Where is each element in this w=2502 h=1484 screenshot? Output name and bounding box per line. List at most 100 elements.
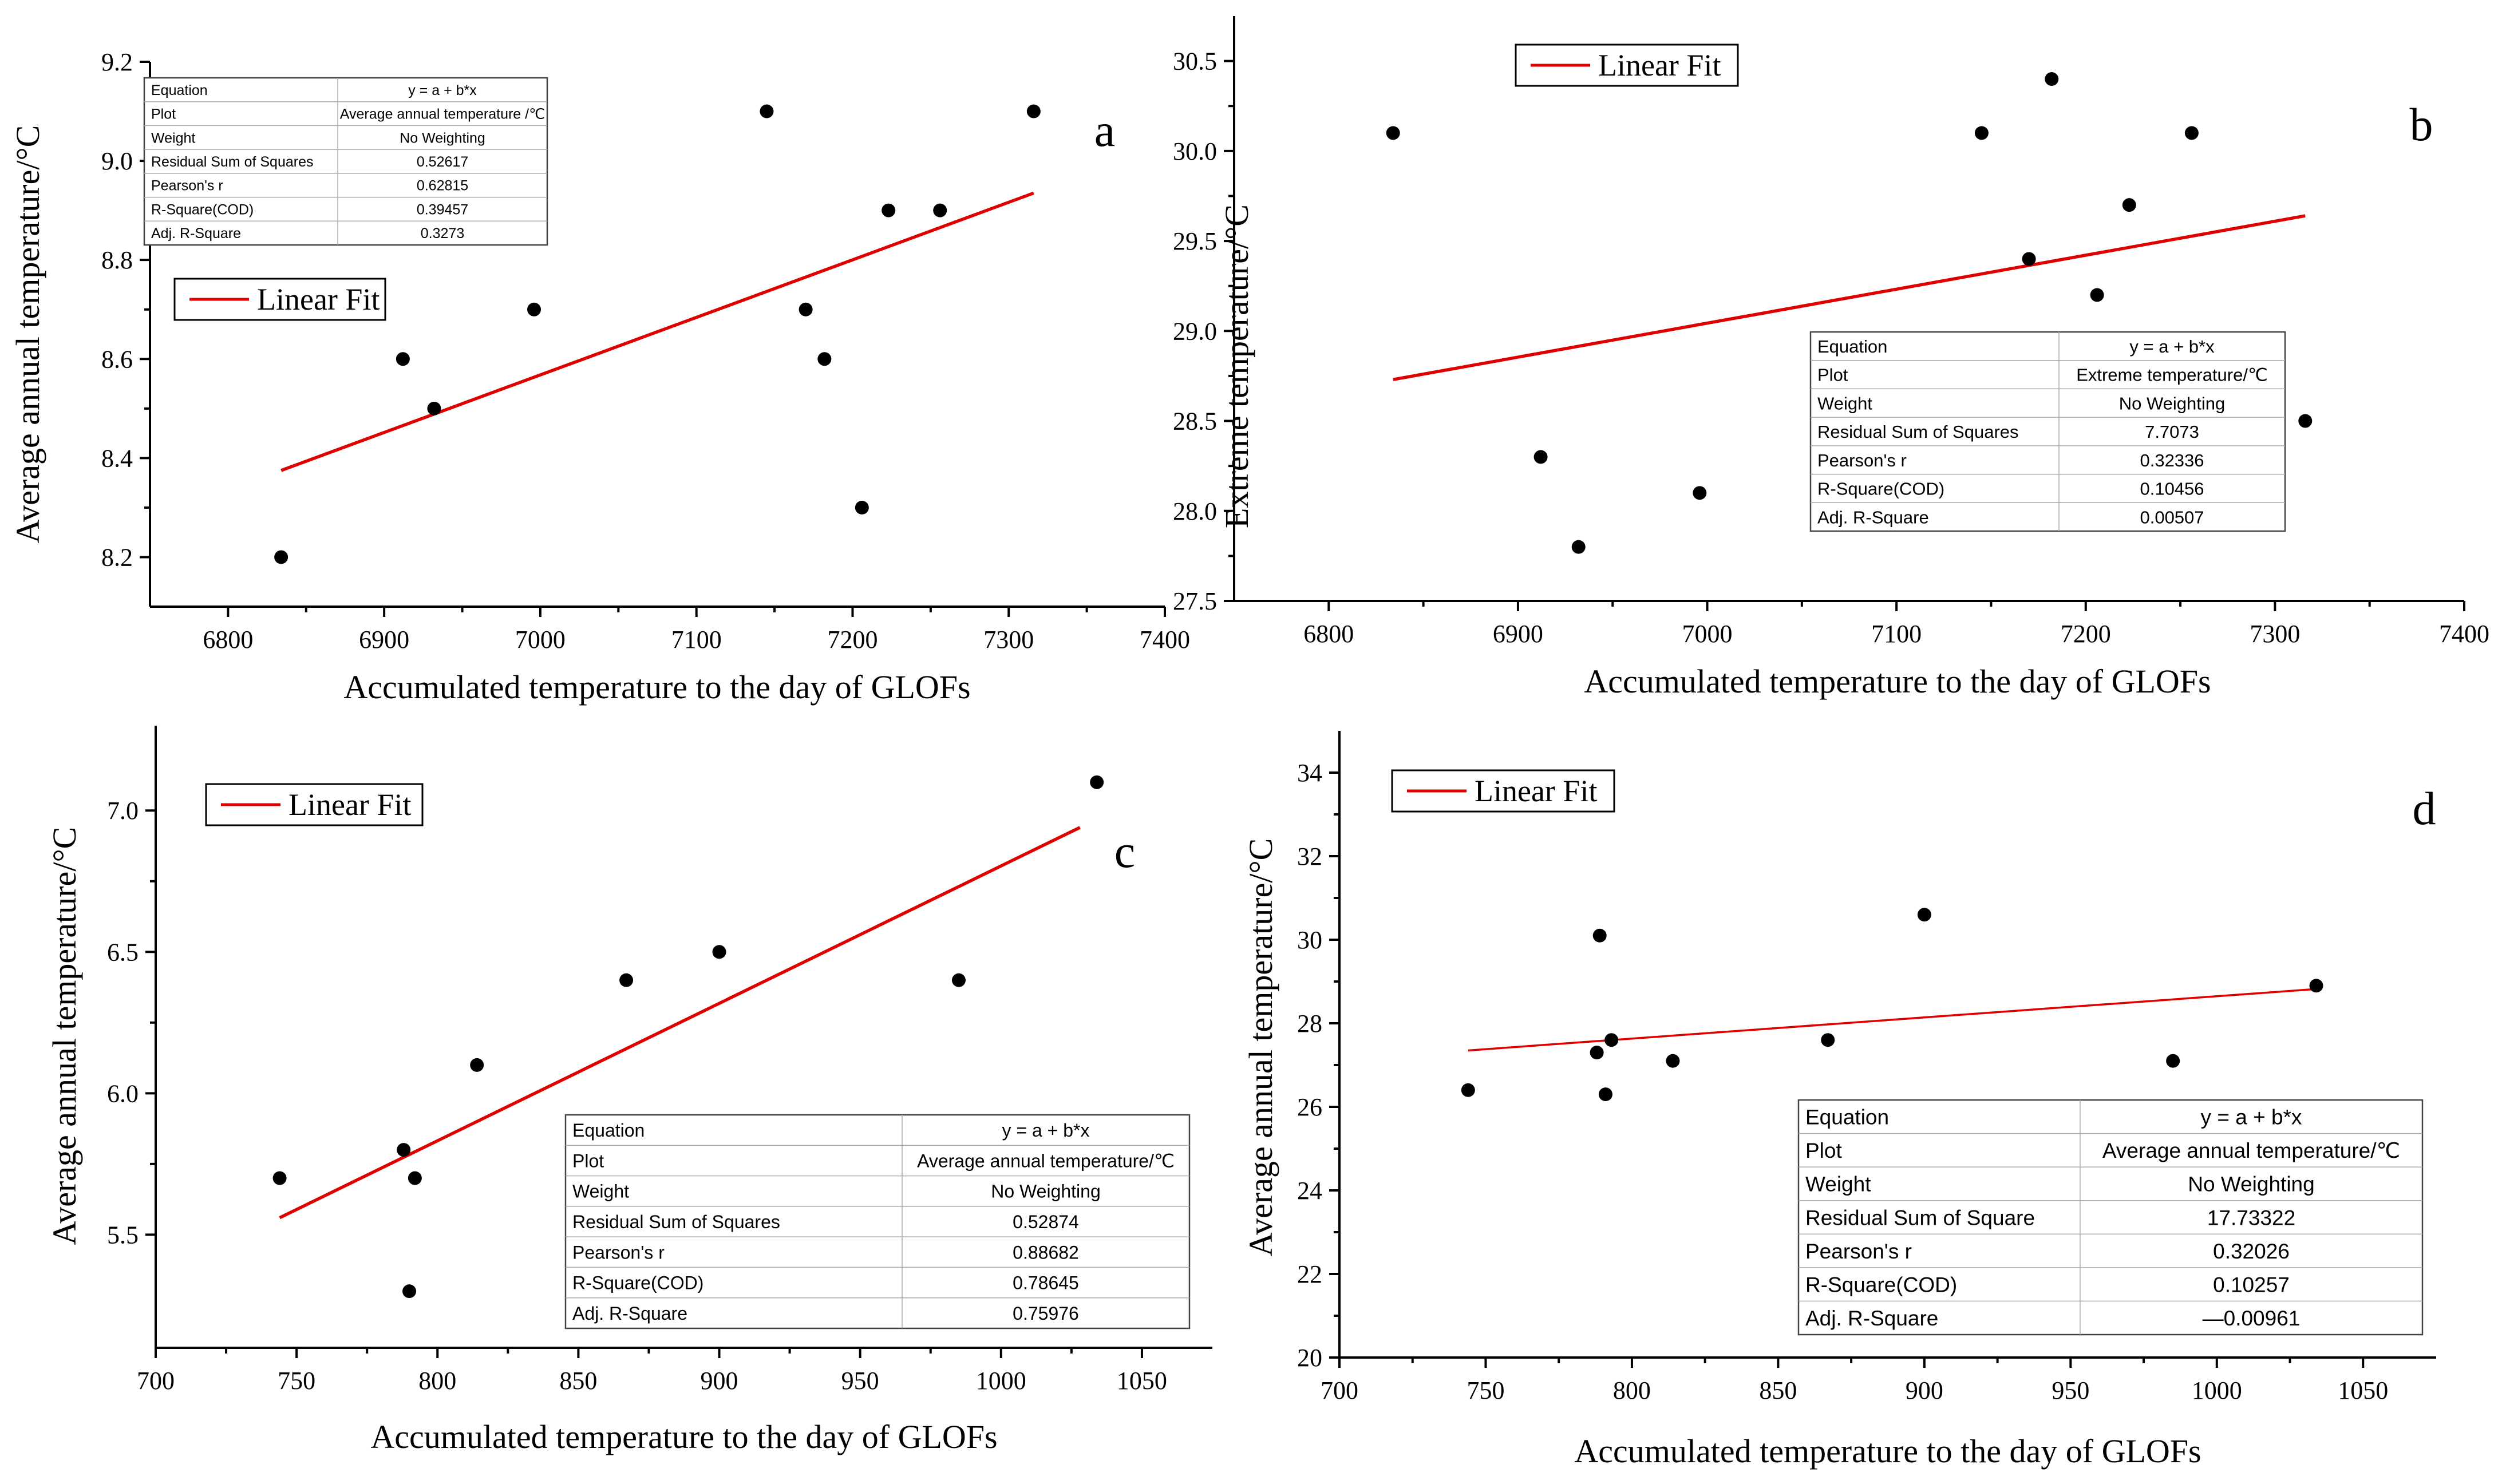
y-axis-title: Average annual temperature/°C: [46, 827, 83, 1245]
x-tick-label: 750: [1467, 1376, 1504, 1404]
stats-row-value: 0.52617: [417, 154, 468, 170]
stats-row-value: 0.52874: [1013, 1212, 1079, 1232]
y-tick-label: 8.4: [101, 444, 133, 472]
data-point: [1604, 1033, 1619, 1047]
y-tick-label: 30.0: [1173, 137, 1217, 165]
stats-row-value: No Weighting: [2119, 393, 2226, 413]
y-tick-label: 24: [1297, 1177, 1322, 1205]
stats-row-label: R-Square(COD): [151, 201, 254, 217]
linear-fit-line: [1468, 988, 2317, 1052]
stats-row-value: No Weighting: [400, 130, 485, 146]
stats-row-label: Weight: [1817, 393, 1872, 413]
x-tick-label: 6900: [359, 626, 409, 654]
stats-table-frame: [143, 77, 548, 246]
data-point: [2184, 126, 2199, 140]
linear-fit-line: [280, 191, 1034, 472]
y-tick-label: 6.0: [107, 1079, 139, 1107]
data-point: [1461, 1083, 1475, 1097]
panel-letter: d: [2413, 782, 2436, 834]
x-tick-label: 6800: [1303, 620, 1354, 648]
legend-label: Linear Fit: [288, 787, 411, 822]
stats-row-label: R-Square(COD): [1817, 479, 1944, 499]
y-tick-label: 8.6: [101, 345, 133, 373]
chart-panel-d: 700 750 800 850 900 950 1000 1050 20 22 24 26 28 30 32…: [1242, 731, 2436, 1470]
x-tick-label: 7200: [2061, 620, 2111, 648]
stats-table: Equation y = a + b*x Plot Average annual te…: [564, 1114, 1191, 1329]
stats-row-value: —0.00961: [2203, 1307, 2301, 1330]
stats-row-label: Plot: [1817, 365, 1848, 385]
data-point: [396, 352, 410, 366]
stats-table-frame: [1797, 1099, 2424, 1336]
x-axis-title: Accumulated temperature to the day of GL…: [1574, 1432, 2201, 1470]
y-tick-label: 32: [1297, 842, 1322, 870]
stats-row-label: Equation: [1817, 337, 1887, 357]
x-tick-label: 7100: [671, 626, 722, 654]
y-tick-label: 26: [1297, 1093, 1322, 1121]
stats-row-value: 0.88682: [1013, 1242, 1079, 1263]
data-point: [1571, 540, 1586, 554]
y-tick-label: 9.2: [101, 48, 133, 76]
data-point: [527, 302, 541, 316]
x-tick-label: 7000: [1682, 620, 1733, 648]
data-point: [2166, 1054, 2180, 1068]
x-tick-label: 850: [559, 1367, 597, 1395]
x-tick-label: 950: [841, 1367, 879, 1395]
y-tick-label: 28.0: [1173, 497, 1217, 525]
x-tick-label: 7300: [2250, 620, 2300, 648]
legend: Linear Fit: [205, 783, 424, 826]
stats-row-value: Average annual temperature/℃: [917, 1150, 1175, 1171]
stats-table: Equation y = a + b*x Plot Average annual te…: [143, 77, 548, 246]
stats-row-value: 0.75976: [1013, 1303, 1079, 1324]
data-point: [1026, 104, 1041, 118]
panel-letter: a: [1094, 104, 1115, 156]
y-tick-label: 28.5: [1173, 407, 1217, 436]
data-point: [1590, 1046, 1604, 1060]
data-point: [760, 104, 774, 118]
data-point: [2045, 72, 2059, 86]
x-tick-label: 6900: [1493, 620, 1543, 648]
stats-row-label: Plot: [1805, 1139, 1842, 1162]
stats-row-label: Pearson's r: [1805, 1240, 1912, 1263]
stats-table-frame: [1809, 331, 2286, 532]
y-tick-label: 9.0: [101, 147, 133, 175]
y-tick-label: 8.8: [101, 246, 133, 274]
data-point: [933, 203, 947, 217]
stats-row-label: Weight: [151, 130, 195, 146]
x-tick-label: 800: [418, 1367, 456, 1395]
x-tick-label: 7400: [2439, 620, 2489, 648]
data-point: [1821, 1033, 1835, 1047]
data-point: [712, 945, 726, 959]
stats-row-label: Pearson's r: [1817, 450, 1907, 470]
stats-row-value: 0.00507: [2140, 507, 2204, 527]
x-tick-label: 700: [137, 1367, 175, 1395]
x-tick-label: 7200: [827, 626, 878, 654]
data-point: [1533, 450, 1548, 464]
linear-fit-line: [1393, 214, 2306, 381]
y-axis-title: Extreme temperature/°C: [1218, 204, 1255, 528]
stats-row-value: y = a + b*x: [408, 82, 477, 98]
stats-table: Equation y = a + b*x Plot Extreme temperatu…: [1809, 331, 2286, 532]
stats-row-label: Adj. R-Square: [1805, 1307, 1938, 1330]
data-point: [427, 401, 441, 415]
x-axis-title: Accumulated temperature to the day of GL…: [343, 668, 970, 706]
x-tick-label: 1050: [2338, 1376, 2388, 1404]
legend-label: Linear Fit: [1598, 48, 1721, 82]
y-tick-label: 28: [1297, 1010, 1322, 1038]
stats-row-value: Average annual temperature /℃: [340, 106, 545, 122]
y-tick-label: 20: [1297, 1344, 1322, 1372]
data-point: [2090, 288, 2104, 302]
stats-table-frame: [564, 1114, 1191, 1329]
y-tick-label: 30.5: [1173, 48, 1217, 76]
stats-row-value: Average annual temperature/℃: [2102, 1139, 2400, 1162]
stats-row-value: 0.39457: [417, 201, 468, 217]
y-tick-label: 7.0: [107, 797, 139, 825]
data-point: [274, 550, 288, 564]
data-point: [882, 203, 896, 217]
stats-row-label: R-Square(COD): [572, 1273, 703, 1293]
stats-row-value: Extreme temperature/℃: [2076, 365, 2268, 385]
x-tick-label: 7400: [1140, 626, 1190, 654]
stats-row-label: Pearson's r: [572, 1242, 665, 1263]
stats-row-label: Pearson's r: [151, 178, 223, 194]
y-tick-label: 29.5: [1173, 227, 1217, 255]
